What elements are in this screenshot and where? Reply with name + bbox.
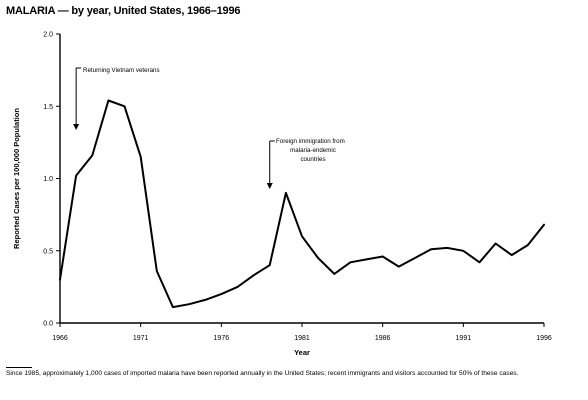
y-axis-ticks: 0.0 0.5 1.0 1.5 2.0 [43, 32, 60, 328]
chart-title: MALARIA — by year, United States, 1966–1… [6, 5, 241, 17]
y-tick-label: 2.0 [43, 32, 53, 39]
x-tick-label: 1971 [133, 335, 149, 342]
y-axis-label: Reported Cases per 100,000 Population [12, 108, 21, 249]
footnote: Since 1985, approximately 1,000 cases of… [6, 370, 519, 377]
y-tick-label: 1.0 [43, 176, 53, 183]
footnote-rule [6, 367, 32, 368]
x-tick-label: 1976 [214, 335, 230, 342]
x-axis-ticks: 1966 1971 1976 1981 1986 1991 1996 [52, 323, 552, 342]
annotation-text: malaria-endemic [290, 147, 336, 154]
y-tick-label: 0.5 [43, 248, 53, 255]
x-axis-label: Year [294, 348, 310, 357]
series-layer [59, 99, 545, 309]
annotations: Returning Vietnam veterans Foreign immigr… [73, 67, 345, 189]
x-tick-label: 1981 [294, 335, 310, 342]
series-line [59, 99, 545, 309]
y-tick-label: 1.5 [43, 104, 53, 111]
annotation-arrowhead [266, 183, 273, 189]
annotation-text: countries [300, 156, 325, 163]
x-tick-label: 1991 [456, 335, 472, 342]
annotation-arrowhead [73, 124, 80, 130]
y-tick-label: 0.0 [43, 321, 53, 328]
x-tick-label: 1996 [536, 335, 552, 342]
axes [59, 34, 544, 324]
annotation-text: Returning Vietnam veterans [83, 67, 160, 74]
x-tick-label: 1966 [52, 335, 68, 342]
x-tick-label: 1986 [375, 335, 391, 342]
annotation-text: Foreign immigration from [276, 138, 345, 145]
